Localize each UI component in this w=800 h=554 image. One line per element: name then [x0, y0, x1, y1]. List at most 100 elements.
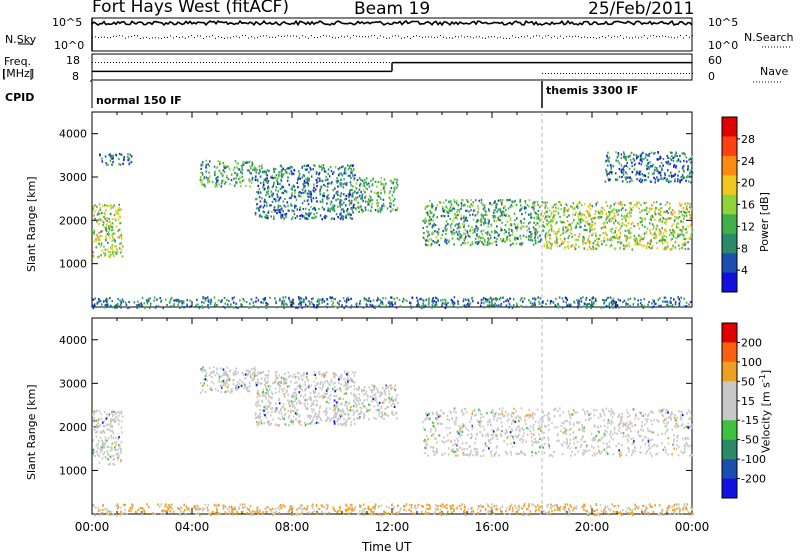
nsearch-dot — [452, 37, 453, 39]
power-scatter-point — [616, 213, 619, 216]
power-scatter-point — [281, 213, 284, 216]
power-scatter-point — [463, 237, 465, 241]
power-scatter-point — [424, 243, 427, 246]
power-scatter-point — [343, 193, 345, 196]
power-scatter-point — [312, 189, 315, 192]
power-scatter-point — [316, 181, 318, 184]
power-scatter-point — [585, 221, 587, 224]
power-scatter-point — [625, 238, 627, 241]
velocity-scatter-point — [218, 378, 220, 381]
nave-dot — [410, 62, 411, 63]
velocity-scatter-point — [98, 455, 100, 458]
power-scatter-point — [618, 168, 621, 171]
velocity-scatter-point — [311, 403, 314, 406]
power-scatter-point — [115, 225, 118, 228]
velocity-scatter-point — [267, 390, 270, 393]
power-scatter-point — [570, 303, 572, 306]
power-scatter-point — [251, 162, 254, 165]
power-scatter-point — [626, 181, 628, 184]
velocity-scatter-point — [236, 383, 238, 386]
velocity-scatter-point — [347, 374, 350, 377]
power-scatter-point — [352, 185, 354, 188]
nave-dot — [200, 62, 201, 63]
power-scatter-point — [123, 156, 125, 159]
velocity-scatter-point — [249, 370, 252, 373]
power-scatter-point — [497, 199, 500, 202]
velocity-scatter-point — [117, 452, 120, 455]
power-scatter-point — [548, 229, 551, 232]
power-scatter-point — [116, 236, 119, 239]
power-scatter-point — [298, 194, 300, 197]
power-scatter-point — [384, 297, 387, 300]
power-scatter-point — [275, 174, 278, 177]
power-scatter-point — [613, 221, 615, 224]
power-scatter-point — [628, 180, 631, 183]
power-colorbar-tick-label: 8 — [741, 242, 748, 255]
velocity-scatter-point — [93, 419, 95, 422]
power-scatter-point — [558, 230, 560, 233]
power-scatter-point — [533, 228, 536, 232]
power-scatter-point — [457, 302, 459, 306]
power-scatter-point — [283, 172, 285, 176]
power-scatter-point — [125, 301, 127, 304]
power-scatter-point — [661, 220, 664, 223]
power-scatter-point — [118, 305, 121, 308]
velocity-scatter-point — [306, 402, 309, 405]
velocity-scatter-point — [249, 385, 251, 388]
power-scatter-point — [299, 191, 301, 194]
power-scatter-point — [219, 162, 221, 166]
power-scatter-point — [456, 227, 459, 230]
power-scatter-point — [542, 221, 545, 224]
velocity-scatter-point — [106, 439, 108, 442]
power-scatter-point — [337, 193, 339, 196]
power-scatter-point — [503, 214, 506, 217]
power-scatter-point — [319, 188, 322, 191]
nsky-label: N.Sky — [5, 33, 37, 46]
velocity-scatter-point — [106, 428, 109, 431]
power-scatter-point — [116, 306, 118, 309]
nsearch-dot — [407, 36, 408, 38]
power-scatter-point — [600, 206, 603, 209]
power-scatter-point — [201, 184, 203, 187]
power-scatter-point — [365, 200, 367, 203]
power-scatter-point — [430, 218, 433, 221]
power-scatter-point — [201, 301, 203, 304]
velocity-scatter-point — [275, 378, 277, 381]
power-scatter-point — [214, 172, 216, 175]
power-scatter-point — [466, 231, 469, 234]
power-scatter-point — [104, 217, 106, 220]
power-scatter-point — [308, 305, 310, 308]
power-scatter-point — [540, 238, 542, 241]
power-scatter-point — [310, 168, 312, 171]
power-scatter-point — [424, 304, 427, 307]
velocity-scatter-point — [109, 455, 112, 458]
power-colorbar-segment — [722, 136, 737, 157]
power-scatter-point — [663, 177, 666, 180]
power-scatter-point — [333, 204, 336, 207]
power-scatter-point — [249, 306, 252, 309]
power-scatter-point — [189, 299, 191, 302]
velocity-scatter-point — [290, 420, 292, 423]
power-scatter-point — [575, 226, 578, 229]
nsearch-dot — [464, 36, 465, 38]
power-scatter-point — [609, 245, 612, 248]
power-scatter-point — [579, 213, 582, 216]
power-scatter-point — [547, 234, 549, 237]
power-scatter-point — [552, 216, 554, 219]
power-scatter-point — [105, 298, 107, 301]
power-scatter-point — [497, 234, 500, 237]
velocity-scatter-point — [329, 395, 331, 398]
power-scatter-point — [382, 183, 384, 186]
velocity-scatter-point — [307, 422, 310, 426]
power-scatter-point — [357, 191, 359, 194]
power-scatter-point — [105, 239, 107, 242]
power-scatter-point — [255, 296, 258, 299]
power-scatter-point — [256, 180, 259, 183]
power-scatter-point — [382, 186, 385, 189]
power-scatter-point — [396, 207, 399, 210]
velocity-scatter-point — [298, 414, 301, 417]
power-scatter-point — [456, 237, 459, 240]
power-scatter-point — [348, 166, 351, 169]
power-scatter-point — [657, 298, 660, 301]
power-scatter-point — [604, 226, 606, 229]
